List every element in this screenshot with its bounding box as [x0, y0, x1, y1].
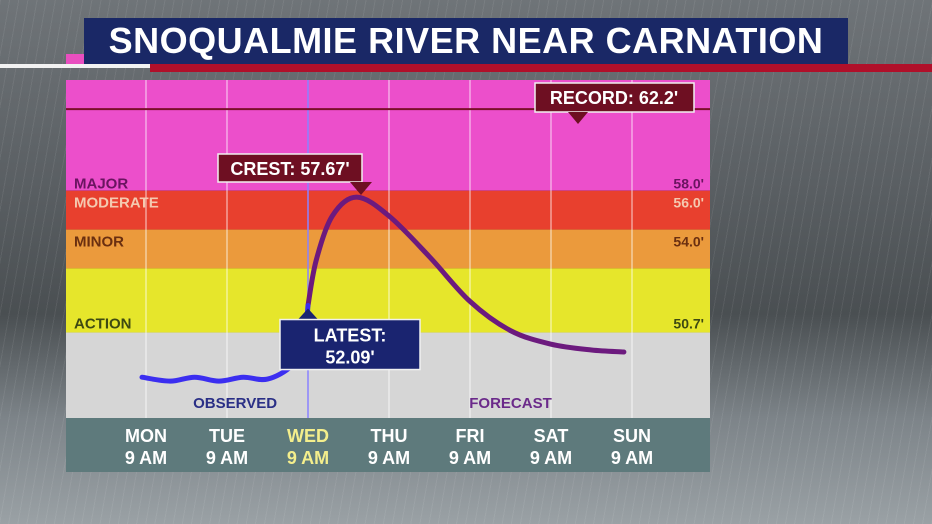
- record-callout-box: [534, 82, 695, 113]
- threshold-label-minor: MINOR: [74, 234, 124, 251]
- record-callout-pointer: [568, 112, 588, 124]
- crest-callout-pointer: [350, 182, 372, 195]
- x-tick-day-fri: FRI: [456, 426, 485, 446]
- x-tick-time-fri: 9 AM: [449, 448, 491, 468]
- threshold-value-action: 50.7': [673, 316, 704, 332]
- x-tick-time-sun: 9 AM: [611, 448, 653, 468]
- threshold-value-moderate: 56.0': [673, 195, 704, 211]
- forecast-label: FORECAST: [469, 395, 552, 412]
- chart-title-text: SNOQUALMIE RIVER NEAR CARNATION: [108, 20, 824, 61]
- threshold-value-minor: 54.0': [673, 234, 704, 250]
- latest-callout-label-line2: 52.09': [325, 348, 374, 368]
- latest-callout-label-line1: LATEST:: [314, 326, 387, 346]
- threshold-label-moderate: MODERATE: [74, 195, 159, 212]
- x-tick-day-sat: SAT: [534, 426, 569, 446]
- chart-title: SNOQUALMIE RIVER NEAR CARNATION: [84, 18, 848, 64]
- x-tick-time-sat: 9 AM: [530, 448, 572, 468]
- latest-callout-pointer: [298, 308, 318, 320]
- x-tick-time-mon: 9 AM: [125, 448, 167, 468]
- x-tick-time-tue: 9 AM: [206, 448, 248, 468]
- x-tick-time-thu: 9 AM: [368, 448, 410, 468]
- chart-panel: MAJOR 58.0' MODERATE 56.0' MINOR 54.0' ACTION 5…: [66, 80, 710, 472]
- threshold-value-major: 58.0': [673, 176, 704, 192]
- x-tick-time-wed: 9 AM: [287, 448, 329, 468]
- latest-callout-box: [279, 318, 421, 371]
- river-chart: MAJOR 58.0' MODERATE 56.0' MINOR 54.0' ACTION 5…: [66, 80, 710, 472]
- x-axis-bar: [66, 418, 710, 472]
- record-callout-label: RECORD: 62.2': [550, 88, 678, 108]
- crest-callout-label: CREST: 57.67': [230, 159, 349, 179]
- threshold-label-major: MAJOR: [74, 176, 128, 193]
- x-tick-day-sun: SUN: [613, 426, 651, 446]
- x-tick-day-wed: WED: [287, 426, 329, 446]
- x-tick-day-mon: MON: [125, 426, 167, 446]
- minor-band: [66, 229, 710, 269]
- observed-label: OBSERVED: [193, 395, 277, 412]
- accent-rule-white: [0, 64, 150, 68]
- forecast-series-line: [305, 194, 627, 355]
- crest-callout-box: [217, 153, 363, 183]
- x-tick-day-tue: TUE: [209, 426, 245, 446]
- accent-rule-red: [150, 64, 932, 72]
- moderate-band: [66, 190, 710, 230]
- x-tick-day-thu: THU: [371, 426, 408, 446]
- threshold-label-action: ACTION: [74, 316, 132, 333]
